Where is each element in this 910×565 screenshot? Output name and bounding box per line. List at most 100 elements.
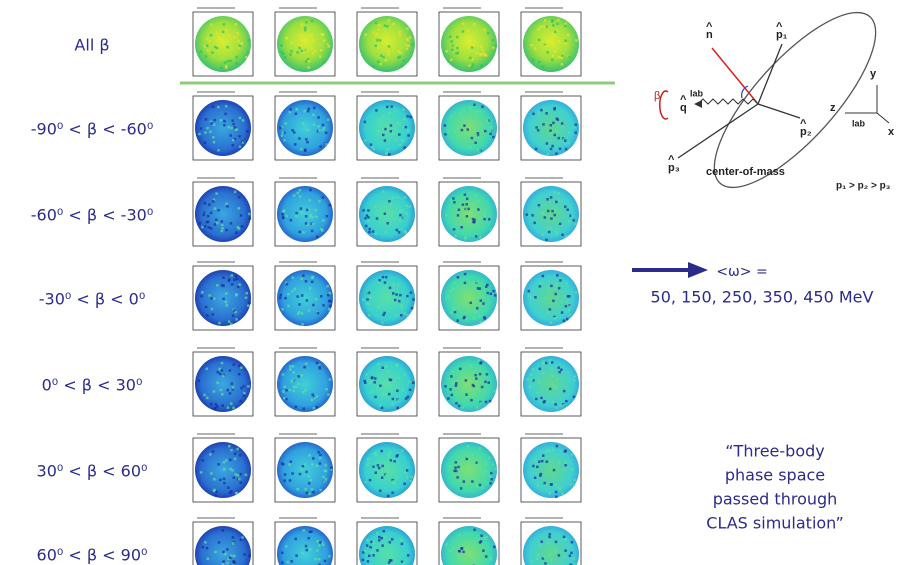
speckle (218, 36, 221, 39)
speckle (488, 218, 491, 221)
hat: ^ (776, 21, 783, 33)
speckle (377, 130, 380, 133)
speckle (240, 366, 243, 369)
speckle (556, 377, 559, 380)
speckle (203, 211, 206, 214)
speckle (317, 116, 320, 119)
speckle (232, 315, 235, 318)
speckle (541, 234, 544, 237)
speckle (464, 237, 467, 240)
speckle (472, 393, 475, 396)
speckle (247, 304, 250, 307)
speckle (362, 209, 365, 212)
speckle (229, 392, 232, 395)
speckle (385, 231, 388, 234)
speckle (401, 388, 404, 391)
speckle (219, 479, 222, 482)
speckle (238, 227, 241, 230)
speckle (406, 27, 409, 30)
speckle (535, 398, 538, 401)
thumbnail (357, 434, 417, 502)
speckle (201, 226, 204, 229)
speckle (463, 317, 466, 320)
speckle (387, 495, 390, 498)
thumb-disk (359, 356, 415, 412)
speckle (377, 464, 380, 467)
thumbnail (439, 262, 499, 330)
speckle (558, 461, 561, 464)
speckle (551, 55, 554, 58)
speckle (555, 152, 558, 155)
speckle (399, 52, 402, 55)
speckle (303, 529, 306, 532)
speckle (559, 405, 562, 408)
speckle (287, 293, 290, 296)
speckle (474, 475, 477, 478)
speckle (547, 542, 550, 545)
speckle (299, 195, 302, 198)
speckle (399, 219, 402, 222)
speckle (241, 536, 244, 539)
speckle (372, 65, 375, 68)
speckle (221, 227, 224, 230)
speckle (570, 453, 573, 456)
speckle (247, 385, 250, 388)
speckle (294, 288, 297, 291)
speckle (222, 31, 225, 34)
speckle (542, 372, 545, 375)
speckle (227, 60, 230, 63)
speckle (481, 49, 484, 52)
speckle (564, 205, 567, 208)
speckle (237, 286, 240, 289)
speckle (305, 280, 308, 283)
speckle (545, 112, 548, 115)
speckle (328, 45, 331, 48)
speckle (391, 403, 394, 406)
speckle (539, 282, 542, 285)
speckle (549, 129, 552, 132)
hat: ^ (800, 118, 807, 130)
speckle (444, 133, 447, 136)
speckle (397, 283, 400, 286)
speckle (308, 482, 311, 485)
speckle (300, 34, 303, 37)
speckle (228, 35, 231, 38)
speckle (463, 480, 466, 483)
speckle (389, 287, 392, 290)
speckle (239, 117, 242, 120)
speckle (365, 225, 368, 228)
speckle (301, 211, 304, 214)
speckle (295, 554, 298, 557)
thumbnail (521, 92, 581, 160)
speckle (239, 454, 242, 457)
speckle (486, 536, 489, 539)
speckle (206, 397, 209, 400)
speckle (223, 124, 226, 127)
speckle (367, 560, 370, 563)
speckle (450, 311, 453, 314)
speckle (410, 291, 413, 294)
speckle (559, 279, 562, 282)
thumb-disk (441, 270, 497, 326)
speckle (469, 107, 472, 110)
speckle (203, 394, 206, 397)
speckle (289, 389, 292, 392)
speckle (367, 458, 370, 461)
speckle (392, 480, 395, 483)
speckle (552, 24, 555, 27)
speckle (284, 56, 287, 59)
speckle (407, 554, 410, 557)
thumbnail (193, 8, 253, 76)
speckle (558, 192, 561, 195)
speckle (455, 393, 458, 396)
speckle (575, 39, 578, 42)
speckle (305, 362, 308, 365)
speckle (327, 118, 330, 121)
speckle (553, 469, 556, 472)
caption-line: “Three-body (725, 442, 824, 461)
thumb-disk (441, 442, 497, 498)
speckle (461, 129, 464, 132)
speckle (462, 30, 465, 33)
thumbnail (275, 518, 335, 565)
speckle (213, 141, 216, 144)
